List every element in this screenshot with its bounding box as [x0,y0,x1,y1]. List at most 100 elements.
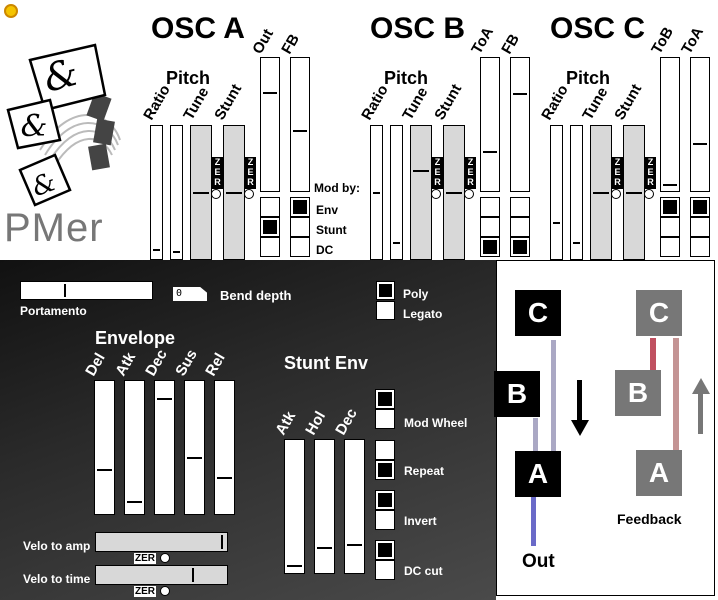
osc-a-fb-mod-dc[interactable] [290,237,310,257]
bend-depth-field[interactable]: 0 [173,287,207,301]
slider-handle [187,457,202,459]
dc-cut-toggle-2[interactable] [375,560,395,580]
arrow-down-icon [571,380,589,436]
osc-b-toa-mod-stunt[interactable] [480,217,500,237]
slider-handle [97,469,112,471]
slider-handle [483,151,497,153]
stunt-env-hol-slider[interactable] [314,439,335,574]
mod-wheel-toggle-2[interactable] [375,409,395,429]
osc-a-fb-slider[interactable] [290,57,310,192]
osc-a-fb-mod-stunt[interactable] [290,217,310,237]
envelope-rel-slider[interactable] [214,380,235,515]
slider-handle [193,192,209,194]
osc-c-toa-mod-env[interactable] [690,197,710,217]
legato-toggle[interactable] [376,301,395,320]
dc-cut-toggle-1[interactable] [375,540,395,560]
slider-handle [153,249,160,251]
osc-c-stunt-slider[interactable] [623,125,645,260]
osc-c-stunt-zero-button[interactable]: ZER [644,157,656,189]
osc-b-ratio-fine-slider[interactable] [390,125,403,260]
velo-amp-slider[interactable] [95,532,228,552]
velo-time-zero-indicator [160,586,170,596]
velo-time-zero-button[interactable]: ZER [134,586,156,597]
feedback-node-b[interactable]: B [615,370,661,416]
osc-b-stunt-slider[interactable] [443,125,465,260]
osc-a-out-slider[interactable] [260,57,280,192]
routing-node-c[interactable]: C [515,290,561,336]
osc-b-fb-mod-dc[interactable] [510,237,530,257]
osc-c-toa-mod-stunt[interactable] [690,217,710,237]
app-logo: & & & [0,40,150,250]
osc-b-ratio-label: Ratio [358,82,392,123]
stunt-env-atk-slider[interactable] [284,439,305,574]
osc-a-fb-label: FB [278,31,303,57]
osc-b-toa-slider[interactable] [480,57,500,192]
osc-c-tob-mod-env[interactable] [660,197,680,217]
portamento-slider[interactable] [20,281,153,300]
envelope-atk-slider[interactable] [124,380,145,515]
osc-a-ratio-slider[interactable] [150,125,163,260]
osc-a-out-mod-dc[interactable] [260,237,280,257]
osc-c-title: OSC C [550,12,646,45]
osc-c-ratio-fine-slider[interactable] [570,125,583,260]
osc-a-ratio-fine-slider[interactable] [170,125,183,260]
osc-c-tune-zero-button[interactable]: ZER [611,157,623,189]
osc-c-toa-mod-dc[interactable] [690,237,710,257]
osc-b-toa-mod-env[interactable] [480,197,500,217]
feedback-node-c[interactable]: C [636,290,682,336]
osc-c-tune-slider[interactable] [590,125,612,260]
osc-b-tune-slider[interactable] [410,125,432,260]
osc-a-out-mod-env[interactable] [260,197,280,217]
velo-amp-zero-indicator [160,553,170,563]
stunt-env-title: Stunt Env [284,353,368,373]
logo-cards-icon: & & & [6,43,121,207]
slider-handle [663,184,677,186]
osc-b-toa-mod-dc[interactable] [480,237,500,257]
sun-icon[interactable] [4,4,18,18]
osc-b-stunt-zero-button[interactable]: ZER [464,157,476,189]
osc-b-pitch-label: Pitch [384,68,429,88]
mod-wheel-toggle-1[interactable] [375,389,395,409]
osc-c-tob-mod-stunt[interactable] [660,217,680,237]
osc-c-stunt-label: Stunt [611,81,646,123]
osc-b-fb-mod-stunt[interactable] [510,217,530,237]
arrow-up-icon [692,378,710,434]
envelope-sus-slider[interactable] [184,380,205,515]
osc-b-tune-zero-button[interactable]: ZER [431,157,443,189]
invert-toggle-2[interactable] [375,510,395,530]
velo-amp-zero-button[interactable]: ZER [134,553,156,564]
routing-node-b[interactable]: B [494,371,540,417]
slider-handle [317,547,332,549]
osc-a-fb-mod-env[interactable] [290,197,310,217]
invert-toggle-1[interactable] [375,490,395,510]
feedback-node-a[interactable]: A [636,450,682,496]
osc-b-fb-mod-env[interactable] [510,197,530,217]
bottom-panel [0,260,496,600]
mod-env-label: Env [316,203,339,217]
poly-toggle[interactable] [376,281,395,300]
osc-a-tune-zero-button[interactable]: ZER [211,157,223,189]
osc-b-fb-slider[interactable] [510,57,530,192]
velo-time-slider[interactable] [95,565,228,585]
slider-handle [287,565,302,567]
osc-c-ratio-slider[interactable] [550,125,563,260]
slider-handle [64,284,66,297]
osc-a-out-mod-stunt[interactable] [260,217,280,237]
stunt-env-dec-slider[interactable] [344,439,365,574]
envelope-del-slider[interactable] [94,380,115,515]
repeat-toggle-2[interactable] [375,460,395,480]
routing-node-a[interactable]: A [515,451,561,497]
velo-time-label: Velo to time [23,572,91,586]
slider-handle [446,192,462,194]
repeat-toggle-1[interactable] [375,440,395,460]
osc-a-tune-slider[interactable] [190,125,212,260]
slider-handle [293,130,307,132]
osc-a-stunt-zero-button[interactable]: ZER [244,157,256,189]
osc-c-tob-mod-dc[interactable] [660,237,680,257]
osc-b-fb-label: FB [498,31,523,57]
envelope-dec-slider[interactable] [154,380,175,515]
osc-a-stunt-slider[interactable] [223,125,245,260]
osc-c-toa-slider[interactable] [690,57,710,192]
osc-b-ratio-slider[interactable] [370,125,383,260]
osc-c-tob-slider[interactable] [660,57,680,192]
